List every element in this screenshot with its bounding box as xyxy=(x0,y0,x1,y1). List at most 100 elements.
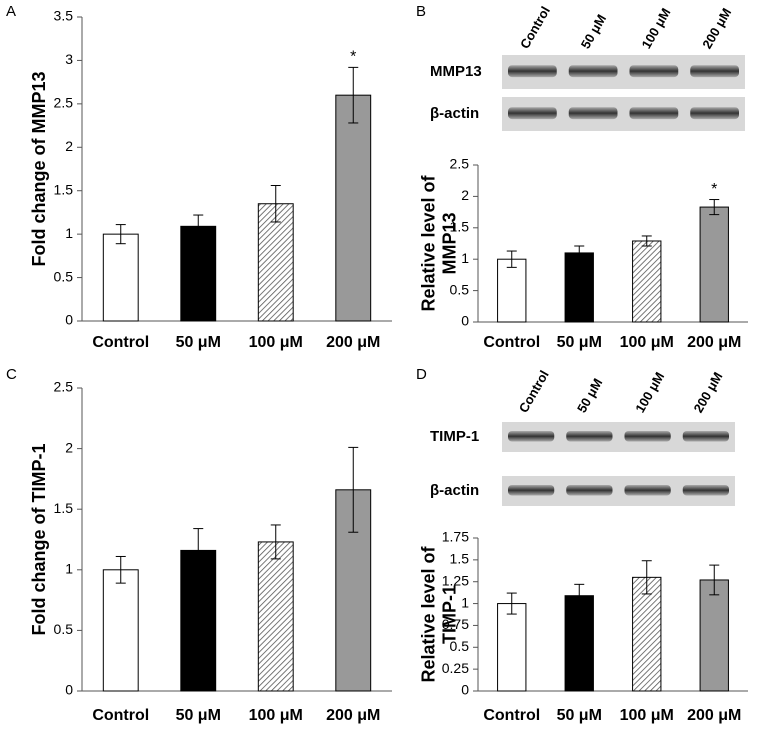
y-tick-label: 2.5 xyxy=(54,95,74,111)
bar xyxy=(257,203,294,322)
error-bar xyxy=(270,185,281,223)
y-axis-label: Fold change of TIMP-1 xyxy=(29,444,49,636)
y-tick-label: 1.5 xyxy=(450,219,470,235)
error-bar xyxy=(506,250,517,268)
y-tick-label: 0 xyxy=(461,313,469,329)
error-bar xyxy=(193,528,204,573)
blot-row-label: TIMP-1 xyxy=(430,428,479,445)
y-axis-label: Relative level of xyxy=(418,174,438,311)
bar xyxy=(180,225,217,322)
blot-band xyxy=(508,65,557,78)
bar xyxy=(257,541,294,692)
y-tick-label: 2.5 xyxy=(450,156,470,172)
x-tick-label: Control xyxy=(92,707,149,724)
blot-band xyxy=(629,65,679,78)
significance-mark: * xyxy=(350,49,356,66)
x-tick-label: Control xyxy=(92,334,149,351)
lane-label: 100 μM xyxy=(638,6,673,52)
error-bar xyxy=(506,592,517,615)
x-tick-label: 100 μM xyxy=(249,707,303,724)
bar xyxy=(335,94,372,322)
y-tick-label: 1.5 xyxy=(54,181,74,197)
lane-label: 50 μM xyxy=(578,12,609,51)
bar xyxy=(699,206,729,323)
x-tick-label: 200 μM xyxy=(687,707,741,724)
x-tick-label: 100 μM xyxy=(249,334,303,351)
bar xyxy=(564,252,594,323)
y-tick-label: 0.5 xyxy=(54,621,74,637)
x-tick-label: 50 μM xyxy=(557,334,602,351)
panel-label: B xyxy=(416,3,426,20)
bar xyxy=(497,603,527,692)
x-tick-label: 50 μM xyxy=(176,334,221,351)
y-tick-label: 0 xyxy=(65,682,73,698)
lane-label: Control xyxy=(517,4,553,52)
y-tick-label: 2 xyxy=(65,439,73,455)
panel-label: D xyxy=(416,366,427,383)
y-tick-label: 1.5 xyxy=(54,500,74,516)
x-tick-label: Control xyxy=(483,707,540,724)
lane-label: 50 μM xyxy=(574,376,605,415)
y-tick-label: 0.75 xyxy=(442,616,469,632)
bar xyxy=(632,240,662,323)
x-tick-label: 200 μM xyxy=(326,707,380,724)
x-tick-label: 50 μM xyxy=(176,707,221,724)
y-axis-label: Fold change of MMP13 xyxy=(29,71,49,266)
lane-label: Control xyxy=(516,368,552,416)
blot-band xyxy=(629,107,679,120)
y-tick-label: 1 xyxy=(65,225,73,241)
error-bar xyxy=(348,446,359,533)
error-bar xyxy=(270,524,281,560)
x-tick-label: 100 μM xyxy=(620,707,674,724)
significance-mark: * xyxy=(711,181,717,198)
lane-label: 200 μM xyxy=(699,6,734,52)
y-tick-label: 1 xyxy=(65,561,73,577)
y-tick-label: 1.25 xyxy=(442,572,469,588)
blot-band xyxy=(690,107,739,120)
error-bar xyxy=(115,555,126,584)
y-tick-label: 2 xyxy=(461,187,469,203)
blot-row-label: β-actin xyxy=(430,105,479,122)
blot-band xyxy=(566,485,613,496)
y-tick-label: 0.5 xyxy=(54,268,74,284)
blot-band xyxy=(690,65,739,78)
lane-label: 200 μM xyxy=(690,370,725,416)
error-bar xyxy=(574,245,585,261)
blot-row-label: β-actin xyxy=(430,482,479,499)
error-bar xyxy=(115,224,126,245)
blot-band xyxy=(568,107,618,120)
y-tick-label: 0.5 xyxy=(450,281,470,297)
blot-band xyxy=(508,107,557,120)
y-tick-label: 0.5 xyxy=(450,638,470,654)
blot-band xyxy=(566,431,613,442)
bar xyxy=(564,595,594,692)
error-bar xyxy=(193,214,204,239)
y-tick-label: 1 xyxy=(461,250,469,266)
bar xyxy=(180,549,217,692)
y-axis-label: Relative level of xyxy=(418,545,438,682)
y-tick-label: 2 xyxy=(65,138,73,154)
error-bar xyxy=(641,560,652,595)
panel-label: A xyxy=(6,3,16,20)
bar xyxy=(497,258,527,323)
blot-band xyxy=(682,485,729,496)
lane-label: 100 μM xyxy=(632,370,667,416)
error-bar xyxy=(641,235,652,247)
y-tick-label: 1 xyxy=(461,594,469,610)
y-axis-label: TIMP-1 xyxy=(439,585,459,644)
y-axis-label: MMP13 xyxy=(439,212,459,274)
blot-band xyxy=(624,431,671,442)
y-tick-label: 2.5 xyxy=(54,379,74,395)
y-tick-label: 0 xyxy=(461,682,469,698)
y-tick-label: 0.25 xyxy=(442,660,469,676)
x-tick-label: 200 μM xyxy=(326,334,380,351)
x-tick-label: Control xyxy=(483,334,540,351)
bar xyxy=(102,569,139,692)
error-bar xyxy=(348,66,359,124)
error-bar xyxy=(709,564,720,596)
bar xyxy=(699,579,729,692)
x-tick-label: 50 μM xyxy=(557,707,602,724)
panel-label: C xyxy=(6,366,17,383)
